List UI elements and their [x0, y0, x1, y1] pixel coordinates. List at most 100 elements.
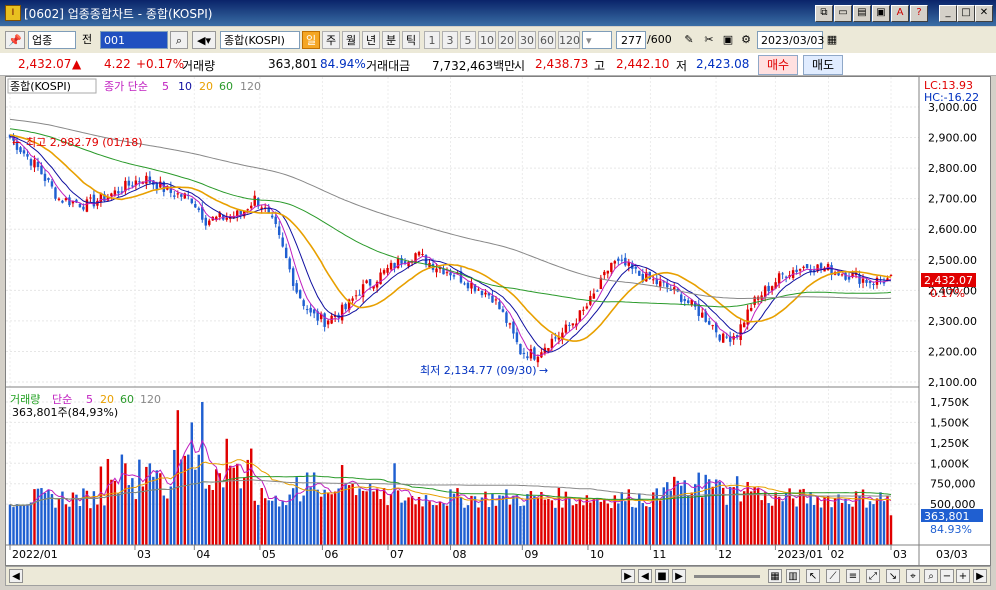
- quote-low: 2,423.08: [696, 57, 750, 71]
- zoom-in-icon[interactable]: +: [956, 569, 970, 583]
- volume-pane-title: 거래량: [10, 393, 40, 406]
- pin-icon[interactable]: 📌: [5, 31, 25, 49]
- candle-body: [889, 274, 893, 276]
- close-icon[interactable]: ✕: [975, 5, 993, 22]
- volume-bar: [99, 466, 103, 545]
- interval-10[interactable]: 10: [478, 31, 496, 49]
- prev-label[interactable]: 전: [82, 33, 93, 46]
- date-input[interactable]: 2023/03/03: [757, 31, 824, 49]
- interval-20[interactable]: 20: [498, 31, 516, 49]
- chart-area: 3,000.00 2,900.00 2,800.00 2,700.00 2,600.00…: [5, 76, 991, 566]
- tile-icon[interactable]: ▭: [834, 5, 852, 22]
- volume-bar: [131, 478, 134, 545]
- volume-bar: [861, 489, 865, 545]
- arrow-tool-icon[interactable]: ↘: [886, 569, 900, 583]
- buy-button[interactable]: 매수: [758, 55, 799, 75]
- scroll-right-icon[interactable]: ▶: [973, 569, 987, 583]
- minimize-icon[interactable]: _: [939, 5, 957, 22]
- volume-bar: [15, 504, 19, 545]
- cursor-icon[interactable]: ↖: [806, 569, 820, 583]
- up-arrow-icon: ▲: [72, 57, 82, 71]
- volume-bar: [284, 505, 288, 545]
- trend-tool-icon[interactable]: ⤢: [866, 569, 880, 583]
- legend-ma20: 20: [199, 80, 213, 93]
- price-ytick-label: 2,200.00: [928, 345, 977, 358]
- annotation-low-text: 최저 2,134.77 (09/30): [420, 364, 537, 377]
- prev-icon[interactable]: ◀: [638, 569, 652, 583]
- period-month[interactable]: 월: [342, 31, 360, 49]
- gear-icon[interactable]: ⚙: [741, 33, 751, 46]
- volume-bar: [749, 491, 753, 545]
- code-input[interactable]: 001: [100, 31, 168, 49]
- candle-body: [110, 193, 113, 197]
- volume-bar: [263, 498, 267, 545]
- custom-interval-select[interactable]: ▾: [582, 31, 612, 49]
- zoom-out-icon[interactable]: −: [940, 569, 954, 583]
- interval-120[interactable]: 120: [558, 31, 580, 49]
- link-icon[interactable]: ⧉: [815, 5, 833, 22]
- candle-body: [477, 289, 480, 291]
- candle-body: [746, 309, 749, 325]
- candle-body: [204, 217, 207, 226]
- candle-body: [819, 263, 823, 269]
- speed-slider[interactable]: [694, 575, 760, 578]
- candle-body: [236, 210, 239, 217]
- legend-ma5: 5: [162, 80, 169, 93]
- maximize-icon[interactable]: □: [957, 5, 975, 22]
- print-icon[interactable]: ▤: [853, 5, 871, 22]
- period-week[interactable]: 주: [322, 31, 340, 49]
- interval-5[interactable]: 5: [460, 31, 476, 49]
- period-day[interactable]: 일: [302, 31, 320, 49]
- play-icon[interactable]: ▶: [621, 569, 635, 583]
- interval-60[interactable]: 60: [538, 31, 556, 49]
- save-icon[interactable]: ▣: [872, 5, 890, 22]
- candle-body: [669, 289, 672, 291]
- zoom-search-icon[interactable]: ⌕: [924, 569, 938, 583]
- sell-button[interactable]: 매도: [803, 55, 844, 75]
- period-year[interactable]: 년: [362, 31, 380, 49]
- volume-bar: [690, 492, 693, 545]
- search-icon[interactable]: ⌕: [170, 31, 188, 49]
- candle-body: [554, 337, 557, 339]
- interval-3[interactable]: 3: [442, 31, 458, 49]
- volume-bar: [529, 491, 533, 545]
- layout-icon[interactable]: ▦: [768, 569, 782, 583]
- period-tick[interactable]: 틱: [402, 31, 420, 49]
- fib-tool-icon[interactable]: ≡: [846, 569, 860, 583]
- stock-chart-svg[interactable]: 3,000.00 2,900.00 2,800.00 2,700.00 2,600.00…: [6, 77, 990, 565]
- candle-body: [270, 215, 274, 218]
- candle-body: [851, 273, 854, 278]
- candle-body: [634, 267, 638, 269]
- interval-1[interactable]: 1: [424, 31, 440, 49]
- text-tool-icon[interactable]: ⌖: [906, 569, 920, 583]
- volume-bar: [473, 496, 477, 545]
- stop-icon[interactable]: ■: [655, 569, 669, 583]
- help-icon[interactable]: ?: [910, 5, 928, 22]
- font-icon[interactable]: A: [891, 5, 909, 22]
- candle-body: [389, 262, 393, 270]
- volume-bar: [396, 490, 400, 545]
- volume-bar: [215, 469, 218, 545]
- tools-icon[interactable]: ✂: [704, 33, 714, 46]
- interval-30[interactable]: 30: [518, 31, 536, 49]
- candle-body: [718, 334, 721, 341]
- line-tool-icon[interactable]: ⟋: [826, 569, 840, 583]
- volume-bar: [414, 504, 417, 545]
- calendar-icon[interactable]: ▦: [826, 33, 838, 46]
- scroll-left-icon[interactable]: ◀: [9, 569, 23, 583]
- volume-bar: [134, 499, 138, 545]
- volume-bar: [540, 491, 543, 545]
- period-minute[interactable]: 분: [382, 31, 400, 49]
- candle-body: [61, 200, 64, 203]
- disk-icon[interactable]: ▣: [722, 33, 734, 46]
- candle-body: [403, 261, 407, 264]
- candle-body: [680, 294, 683, 302]
- sound-icon[interactable]: ◀▾: [192, 31, 216, 49]
- overlay-icon[interactable]: ▥: [786, 569, 800, 583]
- draw-icon[interactable]: ✎: [684, 33, 694, 46]
- count-input[interactable]: 277: [616, 31, 646, 49]
- volume-bar: [596, 497, 599, 545]
- volume-bar: [477, 507, 480, 545]
- next-icon[interactable]: ▶: [672, 569, 686, 583]
- market-select[interactable]: 업종: [28, 31, 76, 49]
